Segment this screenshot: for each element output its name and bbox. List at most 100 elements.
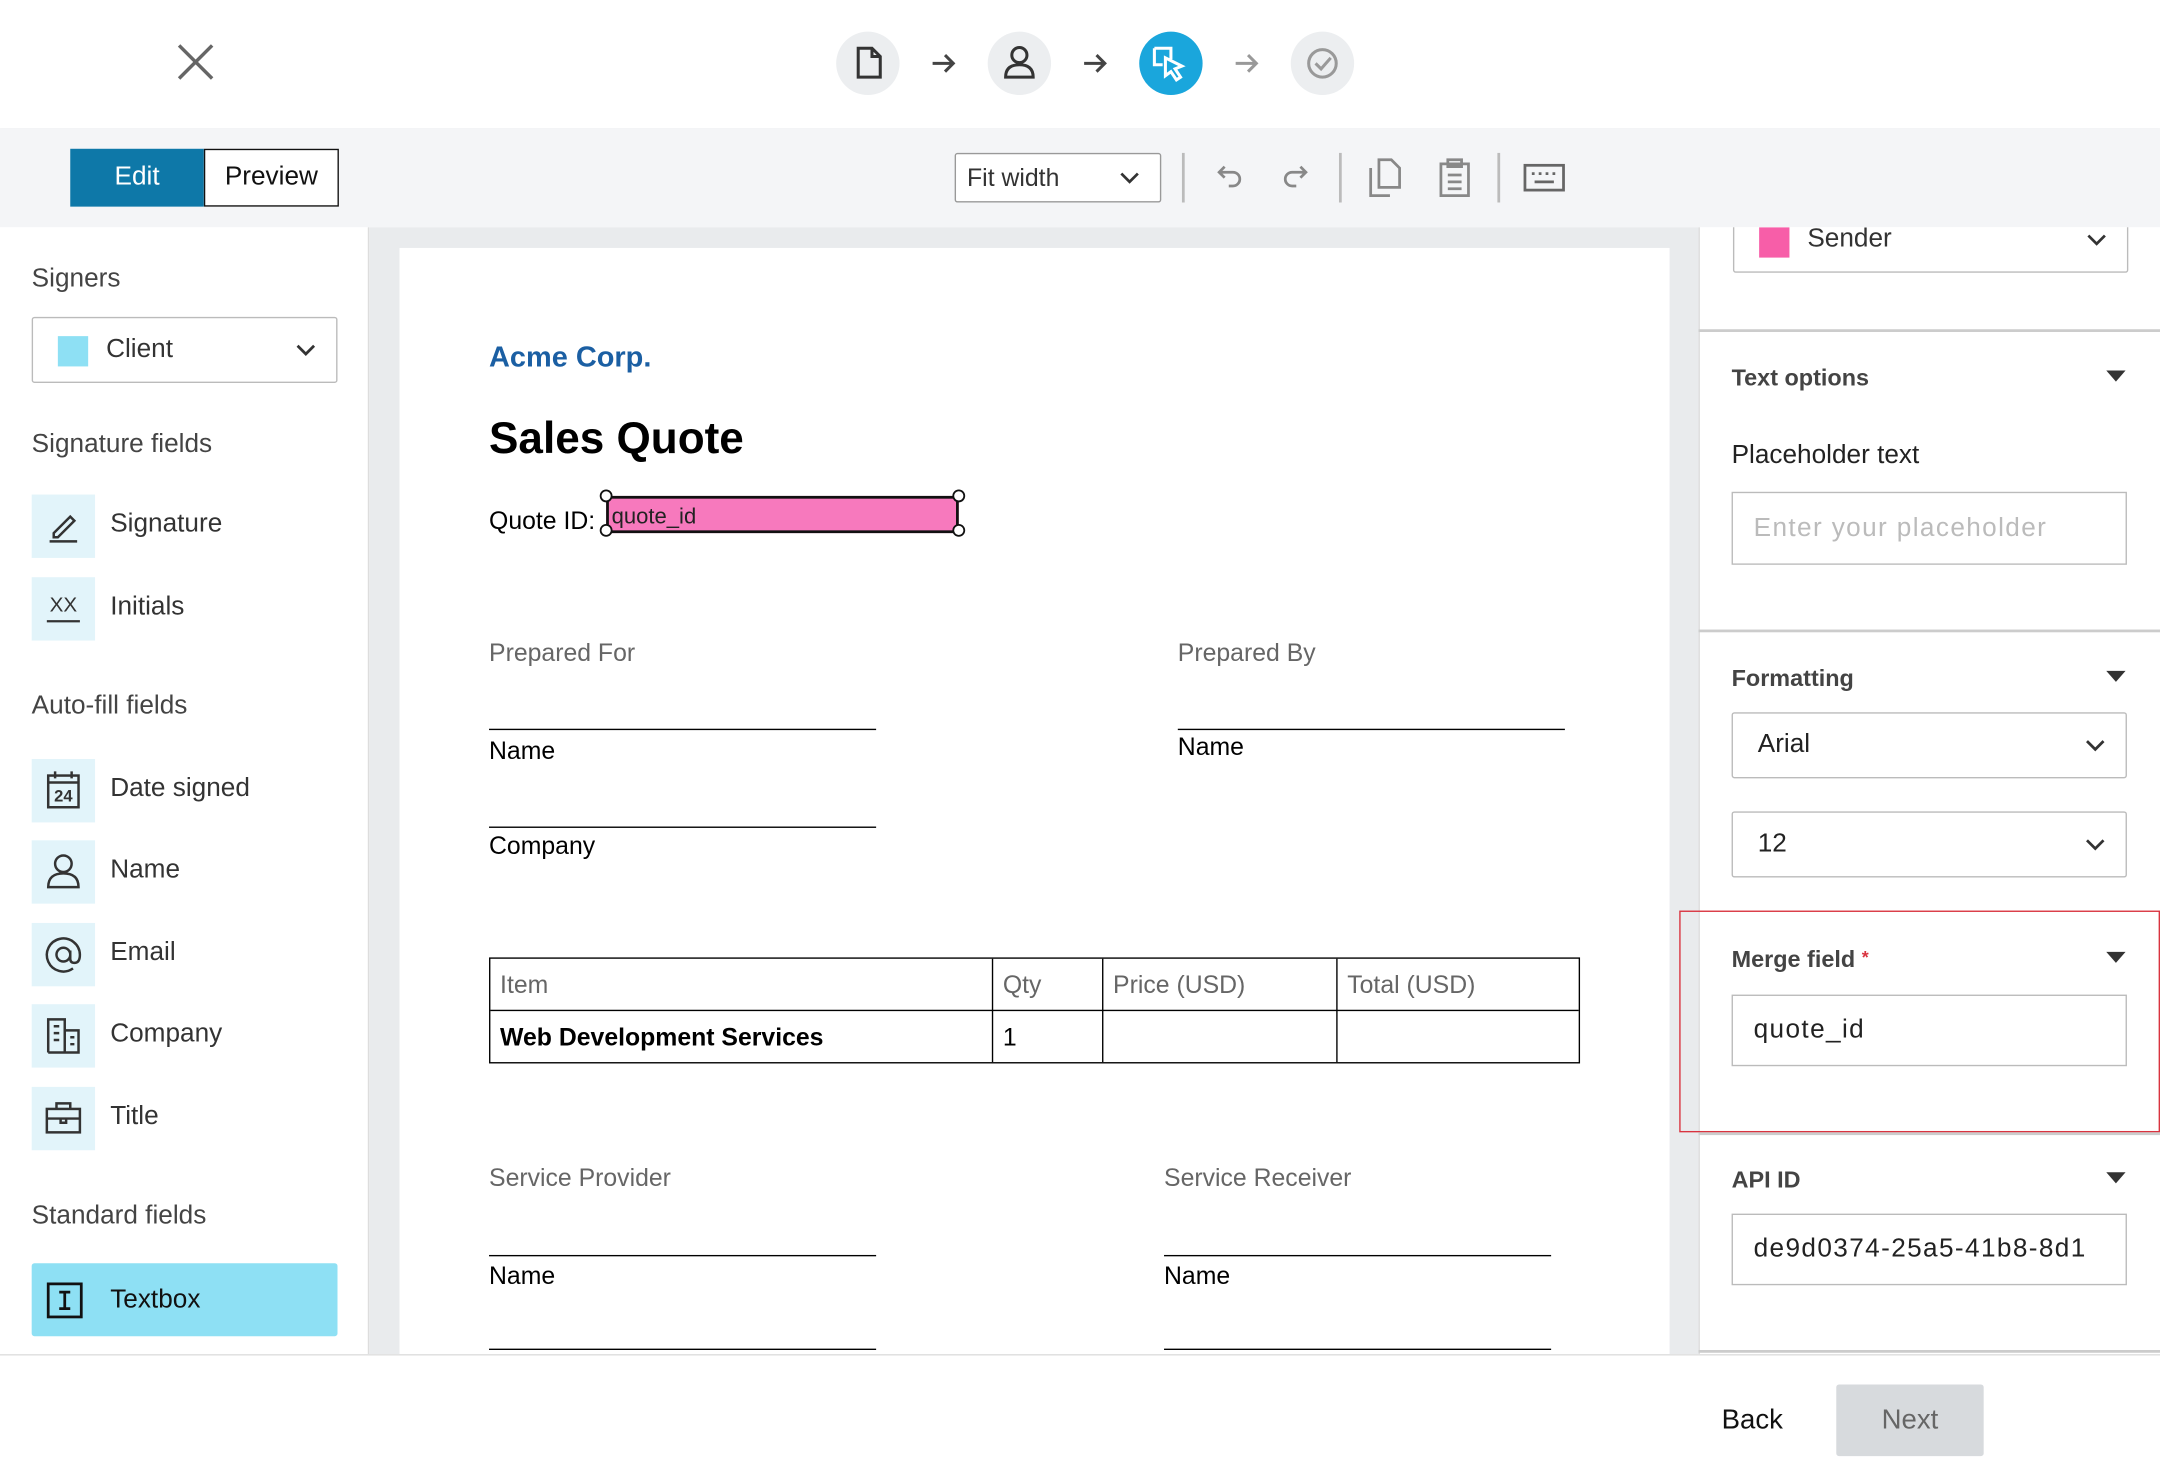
- signer-color: [1759, 227, 1790, 258]
- section-label: Service Receiver: [1164, 1164, 1352, 1192]
- document-page: Acme Corp. Sales Quote Quote ID: quote_i…: [399, 247, 1670, 1355]
- signer-color: [57, 336, 89, 367]
- table-header: Item: [500, 971, 549, 999]
- section-heading: Standard fields: [31, 1201, 207, 1231]
- section-label: Service Provider: [489, 1164, 671, 1192]
- signature-line: [1164, 1254, 1552, 1257]
- zoom-value: Fit width: [967, 163, 1060, 192]
- field-item[interactable]: Initials: [110, 592, 185, 622]
- panel-heading[interactable]: Text options: [1731, 365, 1870, 392]
- field-icon: XX: [31, 577, 96, 641]
- signer-select[interactable]: Sender: [1732, 227, 2129, 273]
- keyboard-button[interactable]: [1522, 161, 1566, 194]
- field-label: Textbox: [110, 1285, 201, 1315]
- paste-button[interactable]: [1437, 157, 1473, 198]
- merge-field-box[interactable]: quote_id: [606, 495, 959, 534]
- undo-button[interactable]: [1212, 163, 1245, 193]
- table-rule: [1102, 958, 1104, 1063]
- font-select[interactable]: Arial: [1731, 712, 2127, 779]
- field-item[interactable]: Title: [110, 1102, 159, 1131]
- preview-tab[interactable]: Preview: [203, 148, 339, 207]
- panel-heading[interactable]: API ID: [1731, 1166, 1801, 1193]
- panel-heading[interactable]: Merge field *: [1732, 946, 1869, 974]
- header: [0, 0, 2160, 129]
- line-caption: Name: [489, 736, 556, 765]
- collapse-toggle[interactable]: [2106, 951, 2126, 963]
- field-item[interactable]: Name: [110, 855, 181, 885]
- edit-tab[interactable]: Edit: [70, 148, 204, 207]
- merge-field-text: quote_id: [611, 505, 697, 529]
- table-cell: Web Development Services: [500, 1023, 824, 1052]
- step-review[interactable]: [1290, 31, 1355, 96]
- redo-button[interactable]: [1280, 163, 1313, 193]
- zoom-select[interactable]: Fit width: [954, 152, 1162, 203]
- copy-button[interactable]: [1368, 157, 1404, 198]
- toolbar: Edit Preview Fit width: [0, 128, 2160, 228]
- field-icon: [31, 840, 96, 904]
- line-caption: Company: [489, 832, 596, 860]
- field-icon: [31, 1004, 96, 1068]
- section-heading: Signers: [31, 264, 121, 294]
- next-button[interactable]: Next: [1836, 1384, 1984, 1457]
- panel-heading[interactable]: Formatting: [1731, 665, 1854, 692]
- merge-field-input[interactable]: quote_id: [1731, 994, 2127, 1067]
- size-value: 12: [1757, 829, 1787, 859]
- chevron: [296, 344, 316, 356]
- separator: [1338, 152, 1342, 203]
- step-fields[interactable]: [1139, 31, 1203, 96]
- signer-name: Client: [106, 334, 173, 364]
- section-label: Prepared For: [489, 639, 636, 667]
- section-heading: Signature fields: [31, 429, 213, 459]
- heading-text: Merge field: [1731, 946, 1856, 973]
- quote-label: Quote ID:: [489, 506, 596, 535]
- close-button[interactable]: [176, 43, 215, 82]
- required-mark: *: [1861, 946, 1869, 968]
- table-header: Total (USD): [1347, 971, 1476, 999]
- back-button[interactable]: Back: [1721, 1405, 1783, 1436]
- line-caption: Name: [1164, 1261, 1231, 1290]
- divider: [1698, 1132, 2160, 1135]
- sidebar: Signers Client Signature fields Signatur…: [0, 227, 370, 1355]
- step-document[interactable]: [836, 31, 900, 96]
- divider: [1698, 1350, 2160, 1353]
- selection-handles: [599, 489, 966, 537]
- placeholder-input[interactable]: Enter your placeholder: [1731, 491, 2127, 565]
- line-caption: Name: [1177, 732, 1244, 761]
- field-item[interactable]: Date signed: [110, 774, 250, 804]
- field-item[interactable]: Signature: [110, 509, 223, 539]
- field-item-selected[interactable]: Textbox: [31, 1263, 338, 1337]
- api-id-input[interactable]: de9d0374-25a5-41b8-8d1: [1731, 1213, 2127, 1286]
- icon-text: XX: [50, 594, 78, 617]
- size-select[interactable]: 12: [1731, 811, 2127, 878]
- company-name: Acme Corp.: [489, 341, 652, 374]
- chevron: [2086, 839, 2105, 851]
- field-item[interactable]: Email: [110, 938, 176, 968]
- line-caption: Name: [489, 1261, 556, 1290]
- divider: [1698, 329, 2160, 332]
- steps: [836, 31, 1355, 96]
- collapse-toggle[interactable]: [2106, 670, 2126, 682]
- table-header: Price (USD): [1113, 971, 1246, 999]
- signature-line: [1177, 728, 1565, 731]
- icon-text: 24: [54, 787, 73, 806]
- field-item[interactable]: Company: [110, 1019, 223, 1049]
- signer-select[interactable]: Client: [31, 316, 338, 383]
- section-heading: Auto-fill fields: [31, 691, 188, 721]
- separator: [1497, 152, 1500, 203]
- field-icon: [31, 494, 96, 558]
- chevron: [2087, 233, 2106, 246]
- collapse-toggle[interactable]: [2106, 1172, 2126, 1184]
- field-icon: [31, 922, 96, 987]
- footer: Back Next: [0, 1354, 2160, 1484]
- chevron: [1120, 172, 1139, 184]
- collapse-toggle[interactable]: [2106, 370, 2126, 382]
- signature-line: [489, 826, 877, 828]
- table-rule: [490, 1009, 1579, 1012]
- table-cell: 1: [1002, 1023, 1017, 1052]
- chevron: [2086, 740, 2105, 752]
- signer-name: Sender: [1807, 227, 1892, 254]
- table-header: Qty: [1002, 971, 1042, 999]
- highlight-box: [1679, 910, 2160, 1133]
- quote-table: Item Qty Price (USD) Total (USD) Web Dev…: [489, 957, 1581, 1064]
